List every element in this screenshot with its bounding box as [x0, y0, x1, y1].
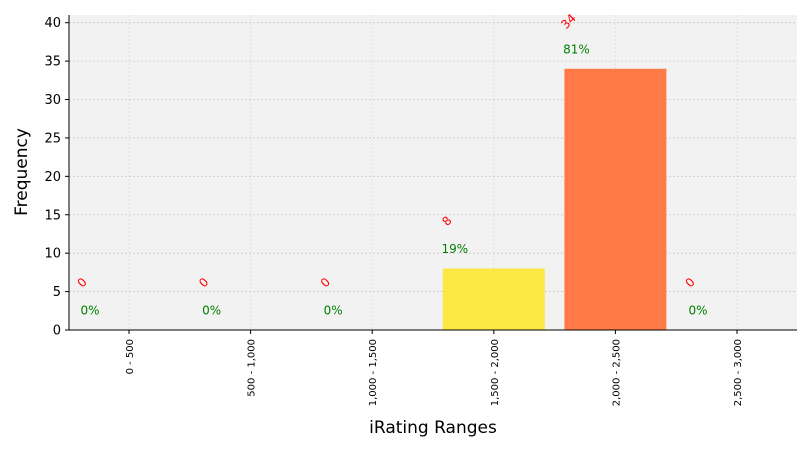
x-axis-label: iRating Ranges	[369, 418, 497, 438]
x-tick-label: 500 - 1,000	[247, 339, 258, 397]
plot-area	[69, 15, 797, 330]
y-tick-label: 15	[44, 208, 61, 223]
y-ticks: 0 5 10 15 20 25 30 35 40	[44, 16, 69, 339]
x-tick-label: 2,000 - 2,500	[611, 339, 622, 406]
bar-percent-label: 19%	[441, 242, 468, 256]
x-tick-label: 1,000 - 1,500	[368, 339, 379, 406]
y-tick-label: 35	[44, 55, 61, 70]
y-tick-label: 5	[53, 285, 61, 300]
bar-percent-label: 0%	[80, 304, 99, 318]
x-tick-label: 0 - 500	[125, 339, 136, 374]
y-tick-label: 40	[44, 16, 61, 31]
y-tick-label: 0	[53, 324, 61, 339]
bars	[442, 68, 667, 330]
y-tick-label: 30	[44, 93, 61, 108]
bar	[442, 268, 545, 330]
bar	[564, 68, 667, 330]
grid-lines	[69, 15, 797, 330]
x-tick-label: 1,500 - 2,000	[490, 339, 501, 406]
x-ticks: 0 - 500 500 - 1,000 1,000 - 1,500 1,500 - 2…	[125, 330, 744, 406]
x-tick-label: 2,500 - 3,000	[733, 339, 744, 406]
bar-percent-label: 0%	[202, 304, 221, 318]
bar-percent-label: 0%	[324, 304, 343, 318]
y-tick-label: 25	[44, 131, 61, 146]
y-axis-label: Frequency	[12, 128, 32, 216]
bar-percent-label: 0%	[688, 304, 707, 318]
y-tick-label: 10	[44, 247, 61, 262]
bar-percent-label: 81%	[563, 42, 590, 56]
y-tick-label: 20	[44, 170, 61, 185]
